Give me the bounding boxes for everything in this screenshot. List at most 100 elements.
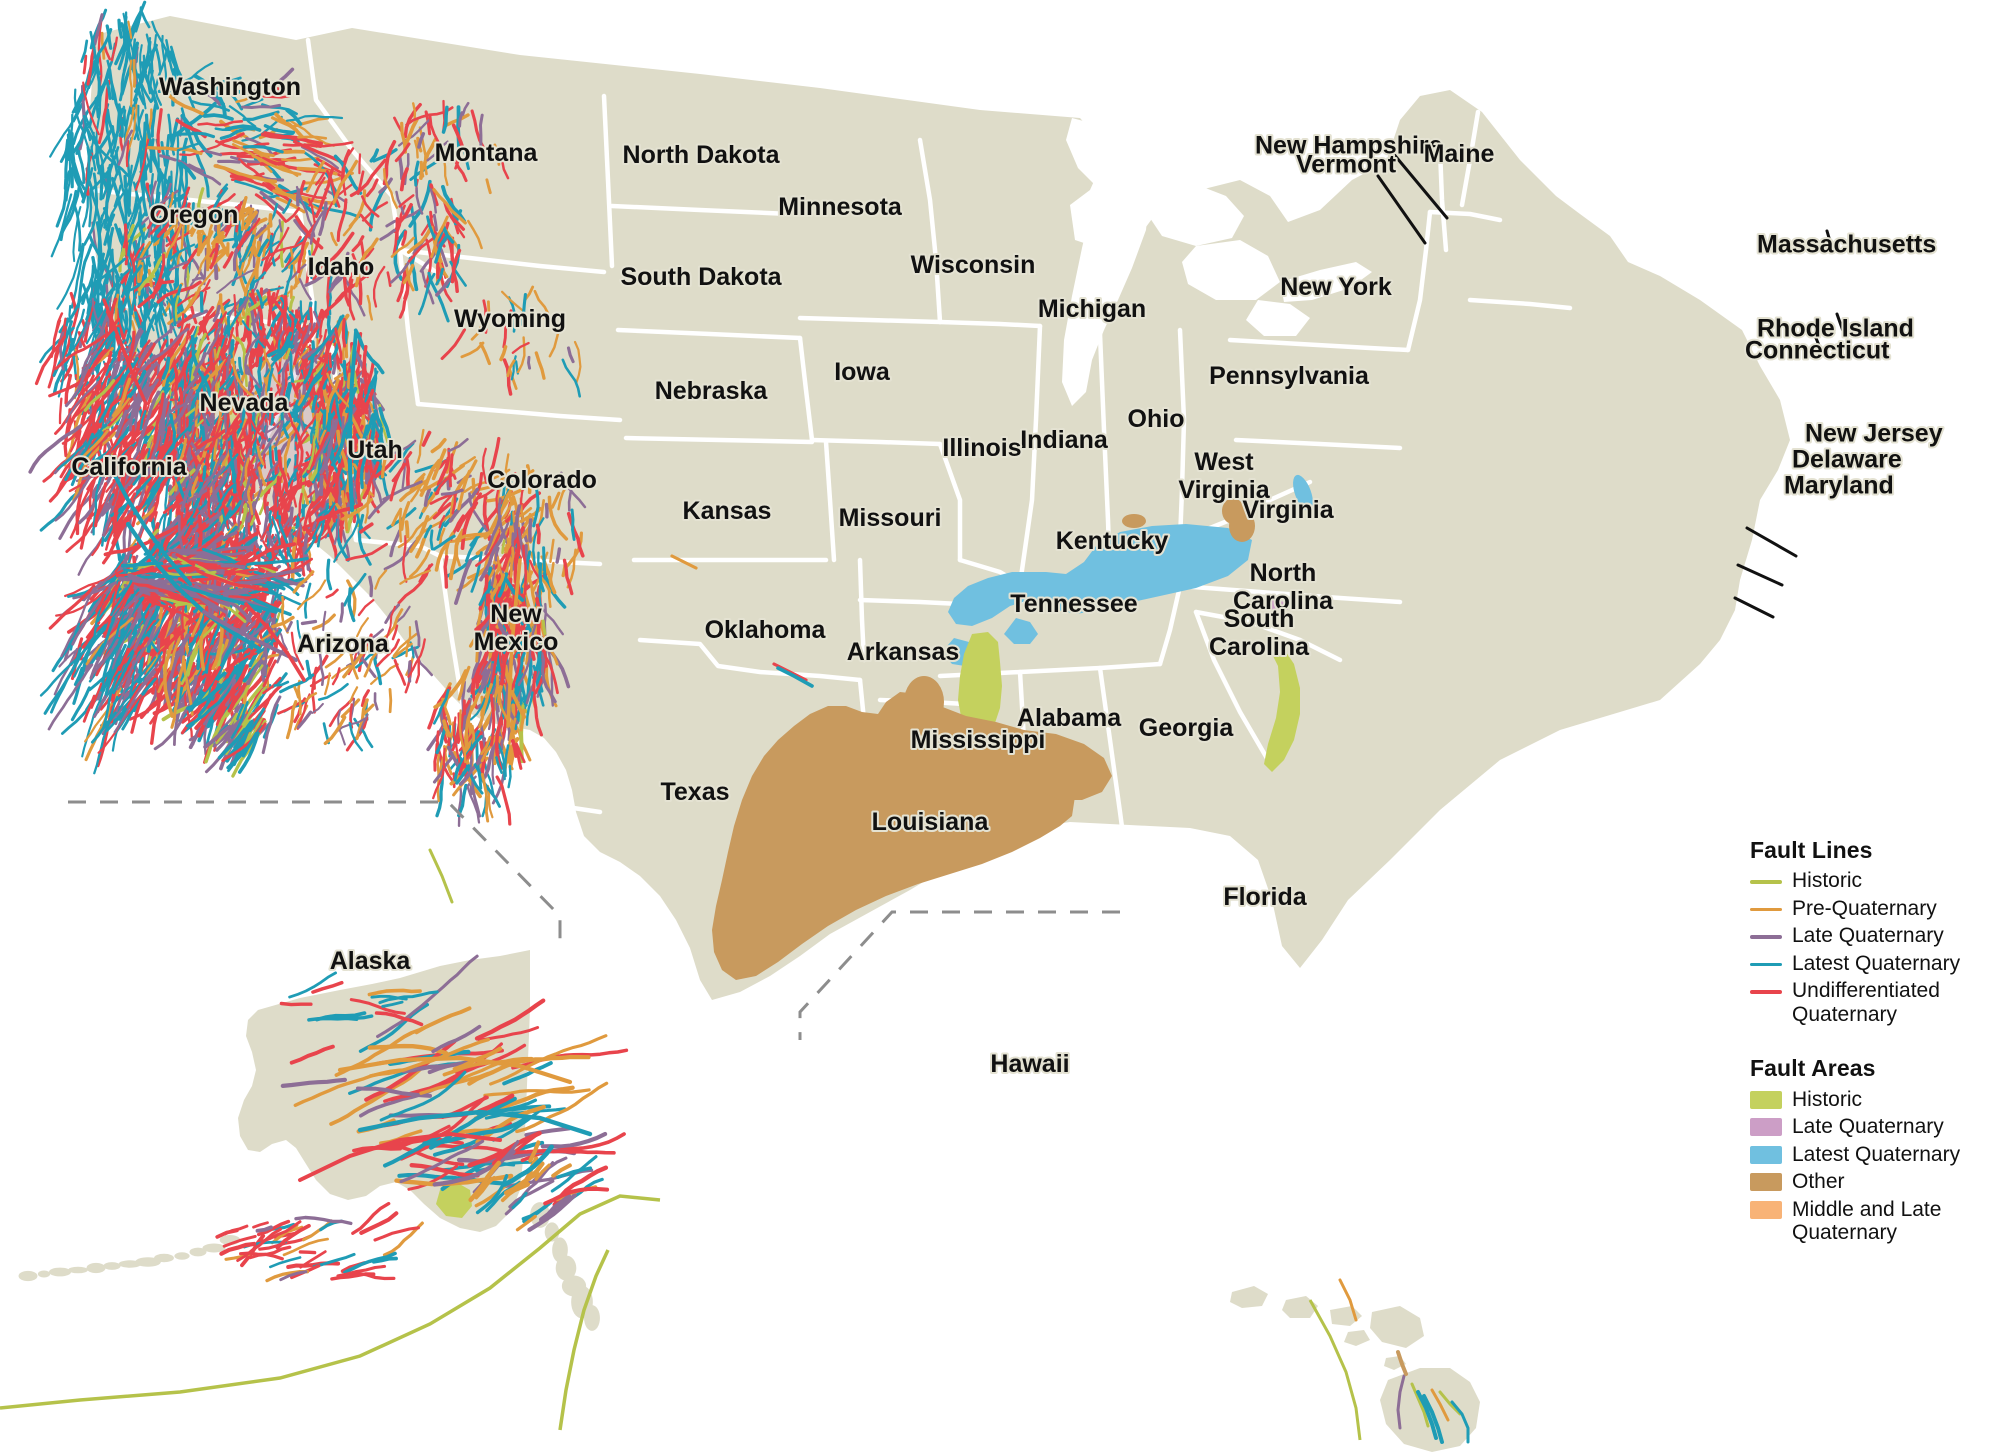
fault-line-garlock xyxy=(202,610,298,662)
fault-line-wasatch xyxy=(307,420,319,471)
fault-line-southern-nm xyxy=(435,724,448,755)
legend-area-item-latest-quaternary[interactable]: Latest Quaternary xyxy=(1750,1143,1990,1167)
fault-line-yellowstone xyxy=(432,213,438,232)
fault-line-rio-grande-rift xyxy=(517,623,537,687)
fault-line-mendocino xyxy=(88,312,111,374)
fault-line-arizona xyxy=(392,632,418,657)
fault-line-alaska-southern xyxy=(515,1081,609,1134)
state-label-west-virginia: West Virginia xyxy=(1178,448,1270,504)
fault-line-mendocino xyxy=(52,319,62,352)
aleutian-island xyxy=(103,1262,121,1270)
fault-line-borderland xyxy=(118,647,130,671)
fault-line-cascadia xyxy=(70,244,85,309)
legend-line-item-undifferentiated-quaternary[interactable]: Undifferentiated Quaternary xyxy=(1750,979,1990,1026)
fault-line-mendocino xyxy=(58,397,63,425)
fault-line-oregon xyxy=(122,228,128,249)
leader-line-vermont xyxy=(1376,174,1427,245)
fault-line-oregon xyxy=(153,215,169,224)
fault-line-southern-nm xyxy=(435,730,455,784)
fault-line-rio-grande-rift xyxy=(479,530,506,582)
fault-line-montana xyxy=(428,114,440,144)
fault-line-transverse xyxy=(246,556,309,566)
fault-line-nevada xyxy=(299,524,316,542)
legend-area-item-other[interactable]: Other xyxy=(1750,1170,1990,1194)
fault-line-socorro xyxy=(502,574,525,602)
fault-line-nevada xyxy=(331,354,337,375)
fault-line-puget xyxy=(289,119,335,147)
legend-area-item-historic[interactable]: Historic xyxy=(1750,1088,1990,1112)
fault-line-arizona xyxy=(392,642,413,659)
fault-line-alaska-fairweather xyxy=(511,1191,528,1210)
fault-line-arizona xyxy=(310,680,316,714)
fault-line-alaska-peninsula xyxy=(312,1252,356,1269)
legend-line-item-late-quaternary[interactable]: Late Quaternary xyxy=(1750,924,1990,948)
fault-line-borderland xyxy=(48,584,96,630)
legend-area-item-late-quaternary[interactable]: Late Quaternary xyxy=(1750,1115,1990,1139)
leader-line-massachusetts xyxy=(1825,229,1834,250)
callout-label-massachusetts: Massachusetts xyxy=(1757,231,1936,259)
fault-line-nevada xyxy=(279,335,285,349)
fault-line-wyoming xyxy=(511,341,530,354)
fault-line-colorado-plateau xyxy=(432,502,452,520)
state-border xyxy=(1193,609,1271,763)
fault-line-alaska-fairweather xyxy=(556,1166,593,1179)
fault-line xyxy=(1438,1390,1462,1416)
fault-line-walker-lane xyxy=(163,493,187,514)
fault-line-borderland xyxy=(109,622,132,660)
aleutian-island xyxy=(202,1243,226,1253)
fault-line-colorado xyxy=(560,471,587,509)
fault-line-colorado-plateau xyxy=(447,438,469,453)
fault-line-colorado-plateau xyxy=(362,461,380,500)
fault-line-borderland xyxy=(73,666,84,686)
fault-line-walker-lane xyxy=(215,482,230,530)
fault-line-nevada xyxy=(260,424,283,456)
fault-line-wyoming xyxy=(460,341,485,359)
fault-line-borderland xyxy=(95,593,107,613)
fault-line-nevada xyxy=(246,295,267,313)
fault-line-nevada xyxy=(279,355,292,399)
fault-line-colorado xyxy=(542,559,557,595)
fault-line-arizona xyxy=(388,688,393,714)
legend-area-item-middle-and-late-quaternary[interactable]: Middle and Late Quaternary xyxy=(1750,1198,1990,1245)
fault-line-wyoming xyxy=(482,299,488,319)
fault-line-alaska-interior xyxy=(455,1061,501,1084)
fault-line-yakima xyxy=(260,132,324,146)
fault-line-nevada xyxy=(270,294,285,337)
fault-line-alaska-peninsula xyxy=(359,1211,399,1235)
fault-line-idaho xyxy=(348,189,367,228)
fault-line-arizona xyxy=(368,575,374,598)
fault-line-yakima xyxy=(242,145,284,154)
fault-line-nevada xyxy=(286,337,295,383)
fault-line-puget xyxy=(170,131,216,139)
legend-line-item-latest-quaternary[interactable]: Latest Quaternary xyxy=(1750,952,1990,976)
fault-line-brothers xyxy=(238,217,261,247)
fault-line-coast-ranges xyxy=(83,379,116,412)
fault-line-cascadia xyxy=(103,213,116,246)
fault-line-imperial xyxy=(202,669,219,692)
fault-line-puget xyxy=(242,110,280,121)
fault-line-idaho xyxy=(398,275,411,319)
fault-line-puget xyxy=(263,124,295,135)
fault-line-oregon xyxy=(122,264,143,295)
fault-line-puget xyxy=(179,161,197,180)
fault-line-colorado-plateau xyxy=(431,448,447,481)
state-border xyxy=(857,597,963,607)
fault-line-nevada xyxy=(288,295,295,312)
fault-line-idaho xyxy=(327,270,347,294)
fault-line-yellowstone xyxy=(429,210,446,248)
fault-line-southern-nm xyxy=(465,710,470,758)
fault-line-transverse xyxy=(115,565,155,578)
fault-line-wasatch xyxy=(320,335,336,376)
fault-line-cascadia xyxy=(105,24,113,50)
fault-line-walker-lane xyxy=(176,426,197,482)
fault-line-walker-lane xyxy=(225,500,243,521)
fault-line-brothers xyxy=(222,251,234,269)
fault-line-idaho xyxy=(393,203,413,234)
legend-line-item-historic[interactable]: Historic xyxy=(1750,869,1990,893)
state-label-new-york: New York xyxy=(1280,273,1392,301)
hawaii-island-oahu xyxy=(1282,1296,1318,1318)
fault-line-cascadia xyxy=(151,20,171,63)
fault-line-walker-lane xyxy=(236,476,251,531)
legend-line-item-pre-quaternary[interactable]: Pre-Quaternary xyxy=(1750,897,1990,921)
fault-line-colorado xyxy=(497,497,510,546)
